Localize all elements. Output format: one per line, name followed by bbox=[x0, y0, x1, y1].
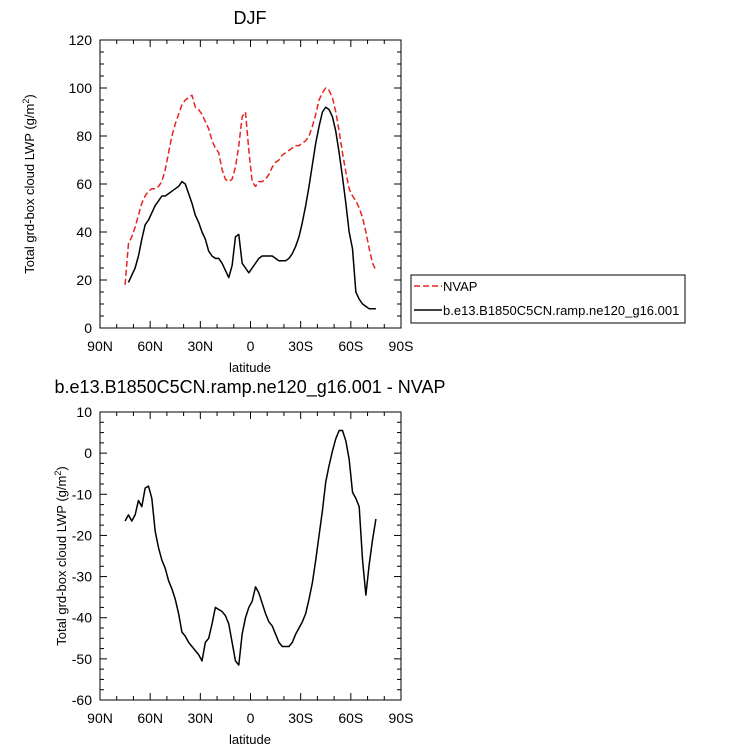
bottom-chart-y-tick-label-0: 0 bbox=[84, 445, 92, 461]
bottom-chart-x-tick-label-90n: 90N bbox=[87, 710, 113, 726]
top-chart-y-axis-label-exponent: 2 bbox=[21, 99, 31, 104]
bottom-chart-y-tick-labels: -60 -50 -40 -30 -20 -10 0 10 bbox=[72, 404, 92, 708]
top-chart-ticks bbox=[99, 39, 402, 329]
top-chart-y-tick-label-20: 20 bbox=[76, 272, 92, 288]
bottom-chart-x-tick-label-30n: 30N bbox=[187, 710, 213, 726]
top-chart-x-tick-label-30s: 30S bbox=[288, 338, 313, 354]
legend-label-nvap: NVAP bbox=[443, 279, 477, 294]
top-chart-y-tick-label-80: 80 bbox=[76, 128, 92, 144]
top-chart-y-tick-label-120: 120 bbox=[69, 32, 93, 48]
bottom-chart-y-axis-label-main: Total grd-box cloud LWP (g/m bbox=[54, 476, 69, 646]
bottom-chart-y-tick-label-10: 10 bbox=[76, 404, 92, 420]
bottom-chart-y-axis-label-exponent: 2 bbox=[53, 471, 63, 476]
top-chart-y-axis-label-close: ) bbox=[22, 94, 37, 98]
bottom-chart-x-tick-label-0: 0 bbox=[247, 710, 255, 726]
top-chart-y-tick-label-60: 60 bbox=[76, 176, 92, 192]
top-chart-y-tick-label-100: 100 bbox=[69, 80, 93, 96]
bottom-chart-x-tick-labels: 90N 60N 30N 0 30S 60S 90S bbox=[87, 710, 413, 726]
top-chart-x-tick-label-90n: 90N bbox=[87, 338, 113, 354]
top-chart-y-tick-label-40: 40 bbox=[76, 224, 92, 240]
top-chart-x-axis-label: latitude bbox=[229, 360, 271, 375]
bottom-chart-y-axis-label: Total grd-box cloud LWP (g/m2) bbox=[53, 466, 69, 645]
top-chart-title: DJF bbox=[234, 8, 267, 28]
legend-label-model: b.e13.B1850C5CN.ramp.ne120_g16.001 bbox=[443, 303, 679, 318]
bottom-chart-series bbox=[124, 429, 377, 666]
bottom-chart-y-tick-label-50: -50 bbox=[72, 651, 92, 667]
top-chart-y-tick-label-0: 0 bbox=[84, 320, 92, 336]
bottom-chart-x-tick-label-30s: 30S bbox=[288, 710, 313, 726]
top-chart-y-axis-label-main: Total grd-box cloud LWP (g/m bbox=[22, 104, 37, 274]
bottom-chart-x-tick-label-60n: 60N bbox=[137, 710, 163, 726]
top-chart-x-tick-label-0: 0 bbox=[247, 338, 255, 354]
bottom-chart-x-tick-label-60s: 60S bbox=[338, 710, 363, 726]
top-chart-x-tick-label-90s: 90S bbox=[389, 338, 414, 354]
top-chart-series bbox=[124, 87, 377, 310]
top-chart-x-tick-label-60n: 60N bbox=[137, 338, 163, 354]
top-chart-series-line-nvap bbox=[124, 87, 377, 285]
legend-box bbox=[410, 274, 686, 324]
bottom-chart-x-axis-label: latitude bbox=[229, 732, 271, 747]
legend: NVAP b.e13.B1850C5CN.ramp.ne120_g16.001 bbox=[410, 274, 686, 324]
bottom-chart-ticks bbox=[99, 411, 402, 701]
top-chart-x-tick-label-60s: 60S bbox=[338, 338, 363, 354]
top-chart-y-tick-labels: 0 20 40 60 80 100 120 bbox=[69, 32, 93, 336]
top-chart: DJF 90N 60N 30N 0 30S 60S 90S 020406080100120 … bbox=[21, 8, 686, 375]
bottom-chart-y-axis-label-close: ) bbox=[54, 466, 69, 470]
bottom-chart-y-tick-label-60: -60 bbox=[72, 692, 92, 708]
bottom-chart-y-tick-label-10: -10 bbox=[72, 486, 92, 502]
bottom-chart-plot-frame bbox=[99, 411, 402, 701]
top-chart-x-tick-label-30n: 30N bbox=[187, 338, 213, 354]
top-chart-series-line-model bbox=[127, 106, 376, 310]
bottom-chart-y-tick-label-40: -40 bbox=[72, 610, 92, 626]
bottom-chart-y-tick-label-30: -30 bbox=[72, 569, 92, 585]
bottom-chart: b.e13.B1850C5CN.ramp.ne120_g16.001 - NVA… bbox=[53, 377, 445, 747]
bottom-chart-series-line-model bbox=[124, 429, 377, 666]
bottom-chart-x-tick-label-90s: 90S bbox=[389, 710, 414, 726]
top-chart-x-tick-labels: 90N 60N 30N 0 30S 60S 90S bbox=[87, 338, 413, 354]
bottom-chart-title: b.e13.B1850C5CN.ramp.ne120_g16.001 - NVA… bbox=[55, 377, 446, 398]
top-chart-y-axis-label: Total grd-box cloud LWP (g/m2) bbox=[21, 94, 37, 273]
bottom-chart-y-tick-label-20: -20 bbox=[72, 527, 92, 543]
